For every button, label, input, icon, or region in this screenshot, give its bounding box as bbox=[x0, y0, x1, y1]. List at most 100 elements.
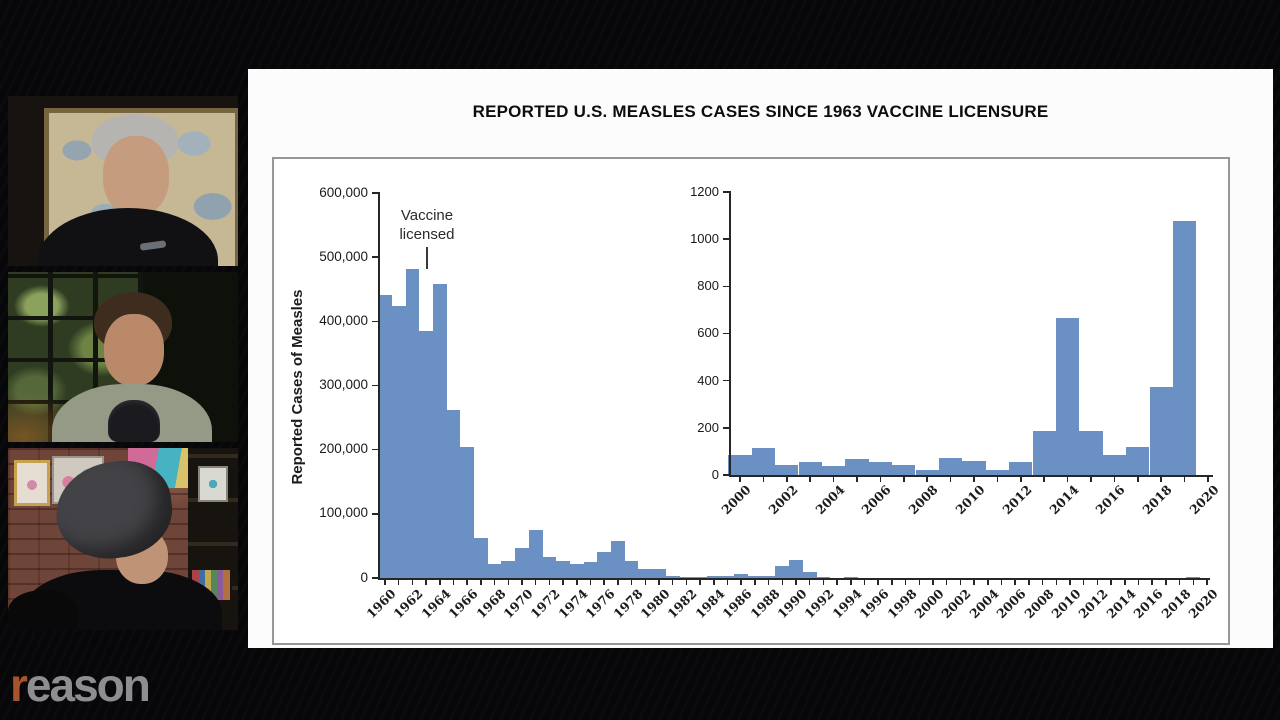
bar-1960 bbox=[378, 294, 392, 578]
annotation-line-1: Vaccine bbox=[400, 207, 454, 224]
bar-1991 bbox=[802, 571, 817, 578]
y-tick-label: 400 bbox=[697, 372, 719, 388]
x-tick-label: 2000 bbox=[718, 482, 754, 518]
x-tick bbox=[739, 477, 741, 482]
x-tick bbox=[713, 580, 715, 585]
x-tick bbox=[973, 477, 975, 482]
y-tick-label: 1000 bbox=[690, 231, 719, 247]
y-tick bbox=[723, 238, 729, 240]
bar-2007 bbox=[892, 464, 916, 475]
bar-2013 bbox=[1032, 430, 1056, 475]
y-tick-label: 0 bbox=[711, 466, 719, 482]
x-tick bbox=[945, 580, 948, 585]
x-axis bbox=[378, 578, 1210, 580]
x-tick bbox=[1151, 580, 1153, 585]
bar-2002 bbox=[775, 464, 799, 475]
x-tick bbox=[786, 477, 788, 482]
bar-2001 bbox=[751, 447, 776, 475]
y-tick-label: 800 bbox=[697, 278, 719, 294]
bar-1989 bbox=[775, 566, 790, 578]
bar-2018 bbox=[1149, 387, 1173, 475]
x-tick bbox=[548, 580, 551, 585]
x-tick bbox=[767, 580, 770, 585]
bar-1982 bbox=[679, 576, 694, 578]
x-tick bbox=[856, 477, 858, 482]
x-tick bbox=[762, 477, 765, 482]
y-tick bbox=[372, 513, 378, 515]
x-tick-label: 2020 bbox=[1186, 482, 1222, 518]
x-tick bbox=[1137, 477, 1139, 482]
bar-1979 bbox=[638, 569, 653, 578]
main-measles-chart: 0 100,000 200,000 300,000 400,000 500,000 600,… bbox=[248, 69, 1273, 648]
x-tick bbox=[973, 580, 975, 585]
bar-1971 bbox=[528, 529, 543, 578]
bar-1984 bbox=[706, 576, 721, 578]
x-tick bbox=[603, 580, 605, 585]
bar-2009 bbox=[938, 458, 963, 475]
x-tick bbox=[808, 580, 811, 585]
x-tick bbox=[1082, 580, 1085, 585]
bar-1994 bbox=[843, 577, 858, 578]
y-tick bbox=[723, 191, 729, 193]
x-tick bbox=[959, 580, 962, 585]
y-tick bbox=[372, 192, 378, 194]
bar-2016 bbox=[1102, 454, 1127, 475]
x-tick bbox=[795, 580, 797, 585]
x-tick bbox=[1000, 580, 1003, 585]
y-tick-label: 400,000 bbox=[319, 312, 368, 328]
x-tick bbox=[1110, 580, 1112, 585]
y-tick bbox=[723, 474, 729, 476]
x-tick bbox=[1124, 580, 1126, 585]
bar-2010 bbox=[962, 460, 986, 475]
annotation-pointer-line bbox=[426, 247, 428, 269]
annotation-line-2: licensed bbox=[399, 226, 455, 243]
x-tick bbox=[850, 580, 852, 585]
bar-1985 bbox=[720, 576, 735, 578]
y-tick-label: 200,000 bbox=[319, 441, 368, 457]
y-tick-label: 500,000 bbox=[319, 248, 368, 264]
x-tick bbox=[1014, 580, 1016, 585]
bar-1990 bbox=[789, 560, 803, 578]
x-tick bbox=[832, 477, 835, 482]
bar-1976 bbox=[597, 551, 612, 578]
y-tick bbox=[372, 577, 378, 579]
bar-1965 bbox=[446, 409, 461, 578]
x-tick bbox=[658, 580, 660, 585]
bar-1962 bbox=[405, 269, 420, 578]
x-tick-label: 2012 bbox=[999, 482, 1035, 518]
y-axis bbox=[729, 191, 731, 477]
shelf-picture bbox=[198, 466, 228, 502]
x-tick bbox=[534, 580, 537, 585]
participant-video-2 bbox=[8, 272, 238, 442]
x-tick bbox=[617, 580, 619, 585]
bar-1966 bbox=[460, 447, 475, 578]
x-tick bbox=[1066, 477, 1069, 482]
x-tick bbox=[1020, 477, 1022, 482]
bar-2008 bbox=[915, 470, 939, 475]
x-tick bbox=[891, 580, 893, 585]
bar-1973 bbox=[556, 560, 570, 578]
reason-logo-accent-letter: r bbox=[10, 659, 28, 711]
x-tick bbox=[1113, 477, 1116, 482]
participant-video-3 bbox=[8, 448, 238, 630]
x-tick bbox=[1160, 477, 1162, 482]
x-tick bbox=[397, 580, 400, 585]
x-tick-label: 2002 bbox=[765, 482, 801, 518]
bar-2003 bbox=[798, 461, 822, 475]
x-tick bbox=[1165, 580, 1167, 585]
bar-1963 bbox=[419, 330, 433, 578]
x-tick-label: 2006 bbox=[858, 482, 894, 518]
x-tick bbox=[1192, 580, 1195, 585]
x-tick-label: 2016 bbox=[1092, 482, 1128, 518]
x-tick bbox=[452, 580, 455, 585]
x-tick bbox=[863, 580, 866, 585]
inset-measles-chart-2000-2020: 0 200 400 600 800 1000 1200 2000 2002 2004 2006 200… bbox=[248, 69, 1273, 648]
x-tick-label: 2010 bbox=[952, 482, 988, 518]
x-tick bbox=[877, 580, 879, 585]
bar-1974 bbox=[569, 563, 584, 578]
x-tick bbox=[822, 580, 825, 585]
x-tick bbox=[1055, 580, 1058, 585]
foreground-shadow bbox=[8, 590, 78, 630]
x-tick bbox=[480, 580, 482, 585]
